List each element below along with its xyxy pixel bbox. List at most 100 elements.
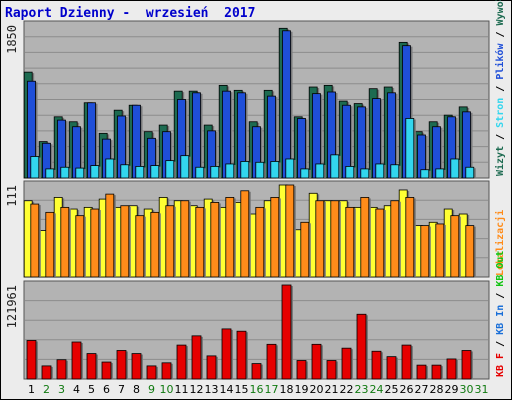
- legend-item: KB F: [495, 353, 506, 377]
- bar-kb-f-day-7: [116, 350, 127, 380]
- bar-lokalizacje-day-30: [465, 225, 475, 278]
- bar-kb-f-day-18: [281, 284, 292, 380]
- bar-lokalizacje-day-23: [360, 197, 370, 278]
- x-label-day-25: 25: [385, 383, 399, 396]
- bar-lokalizacje-day-11: [180, 200, 190, 278]
- bar-lokalizacje-day-7: [120, 205, 130, 278]
- bar-lokalizacje-day-19: [300, 221, 310, 278]
- bar-pliki-day-19: [300, 168, 310, 179]
- bar-lokalizacje-day-4: [75, 215, 85, 278]
- bar-pliki-day-27: [420, 169, 430, 179]
- bar-lokalizacje-day-12: [195, 206, 205, 278]
- x-label-day-8: 8: [133, 383, 140, 396]
- x-label-day-11: 11: [175, 383, 189, 396]
- bar-lokalizacje-day-24: [375, 208, 385, 278]
- bar-pliki-day-15: [240, 161, 250, 179]
- x-label-day-10: 10: [160, 383, 174, 396]
- bar-kb-f-day-29: [446, 358, 457, 380]
- x-label-day-19: 19: [295, 383, 309, 396]
- bar-kb-f-day-13: [206, 355, 217, 380]
- x-label-day-7: 7: [118, 383, 125, 396]
- bar-pliki-day-4: [75, 167, 85, 179]
- y-max-label-middle: 111: [5, 185, 19, 207]
- x-label-day-24: 24: [370, 383, 384, 396]
- bar-kb-f-day-16: [251, 363, 262, 380]
- bar-lokalizacje-day-9: [150, 211, 160, 278]
- bar-kb-f-day-11: [176, 344, 187, 380]
- y-max-label-top: 1850: [5, 25, 19, 54]
- bar-kb-f-day-26: [401, 344, 412, 380]
- x-label-day-4: 4: [73, 383, 80, 396]
- bar-lokalizacje-day-1: [30, 203, 40, 278]
- bar-kb-f-day-8: [131, 353, 142, 380]
- x-label-day-31: 31: [475, 383, 489, 396]
- x-label-day-18: 18: [280, 383, 294, 396]
- legend-item: /: [495, 335, 506, 353]
- bar-kb-f-day-10: [161, 362, 172, 380]
- x-label-day-1: 1: [28, 383, 35, 396]
- legend-item: Plików: [494, 43, 506, 80]
- bar-lokalizacje-day-20: [315, 200, 325, 278]
- bar-pliki-day-18: [285, 158, 295, 179]
- x-label-day-20: 20: [310, 383, 324, 396]
- x-label-day-22: 22: [340, 383, 354, 396]
- legend-item: KB Out: [495, 251, 506, 287]
- legend: KB F / KB In / KB Out: [495, 251, 506, 377]
- bar-kb-f-day-20: [311, 343, 322, 380]
- x-label-day-9: 9: [148, 383, 155, 396]
- legend-item: /: [495, 80, 506, 98]
- bar-kb-f-day-30: [461, 350, 472, 380]
- bar-kb-f-day-19: [296, 360, 307, 380]
- bar-lokalizacje-day-26: [405, 197, 415, 278]
- legend-item: Stron: [495, 98, 506, 128]
- legend-item: Lokalizacji: [494, 210, 506, 276]
- bar-pliki-day-5: [90, 165, 100, 179]
- bar-pliki-day-3: [60, 166, 70, 179]
- bar-kb-f-day-2: [41, 365, 52, 380]
- bar-pliki-day-28: [435, 168, 445, 179]
- bar-pliki-day-11: [180, 155, 190, 179]
- bar-lokalizacje-day-16: [255, 206, 265, 278]
- legend: Lokalizacji: [494, 210, 506, 276]
- bar-pliki-day-14: [225, 163, 235, 179]
- bar-pliki-day-9: [150, 165, 160, 179]
- bar-lokalizacje-day-2: [45, 211, 55, 278]
- x-label-day-21: 21: [325, 383, 339, 396]
- x-label-day-16: 16: [250, 383, 264, 396]
- bar-kb-f-day-23: [356, 313, 367, 380]
- legend-item: Wywołań: [494, 0, 506, 25]
- bar-lokalizacje-day-8: [135, 215, 145, 278]
- x-label-day-17: 17: [265, 383, 279, 396]
- bar-lokalizacje-day-3: [60, 206, 70, 278]
- report-title: Raport Dzienny - wrzesień 2017: [5, 6, 256, 21]
- bar-lokalizacje-day-25: [390, 200, 400, 278]
- bar-kb-f-day-1: [26, 340, 37, 380]
- x-label-day-14: 14: [220, 383, 234, 396]
- bar-pliki-day-26: [405, 118, 415, 179]
- bar-pliki-day-29: [450, 158, 460, 179]
- bar-pliki-day-30: [465, 166, 475, 179]
- bar-pliki-day-10: [165, 160, 175, 179]
- bar-kb-f-day-21: [326, 360, 337, 380]
- bar-kb-f-day-17: [266, 343, 277, 380]
- legend-item: KB In: [495, 305, 506, 335]
- bar-kb-f-day-25: [386, 356, 397, 380]
- bar-pliki-day-12: [195, 166, 205, 179]
- bar-pliki-day-8: [135, 166, 145, 179]
- bar-pliki-day-22: [345, 166, 355, 179]
- bar-kb-f-day-4: [71, 341, 82, 380]
- legend-item: Wizyt: [494, 146, 506, 176]
- bar-lokalizacje-day-5: [90, 208, 100, 278]
- bar-pliki-day-6: [105, 158, 115, 179]
- x-label-day-15: 15: [235, 383, 249, 396]
- legend: Wizyt / Stron / Plików / Wywołań: [494, 0, 506, 176]
- bar-pliki-day-17: [270, 161, 280, 179]
- bar-strony-day-12: [192, 92, 201, 179]
- x-label-day-13: 13: [205, 383, 219, 396]
- bar-kb-f-day-6: [101, 361, 112, 380]
- x-label-day-29: 29: [445, 383, 459, 396]
- bar-pliki-day-24: [375, 163, 385, 179]
- bar-kb-f-day-28: [431, 364, 442, 380]
- bar-kb-f-day-9: [146, 365, 157, 380]
